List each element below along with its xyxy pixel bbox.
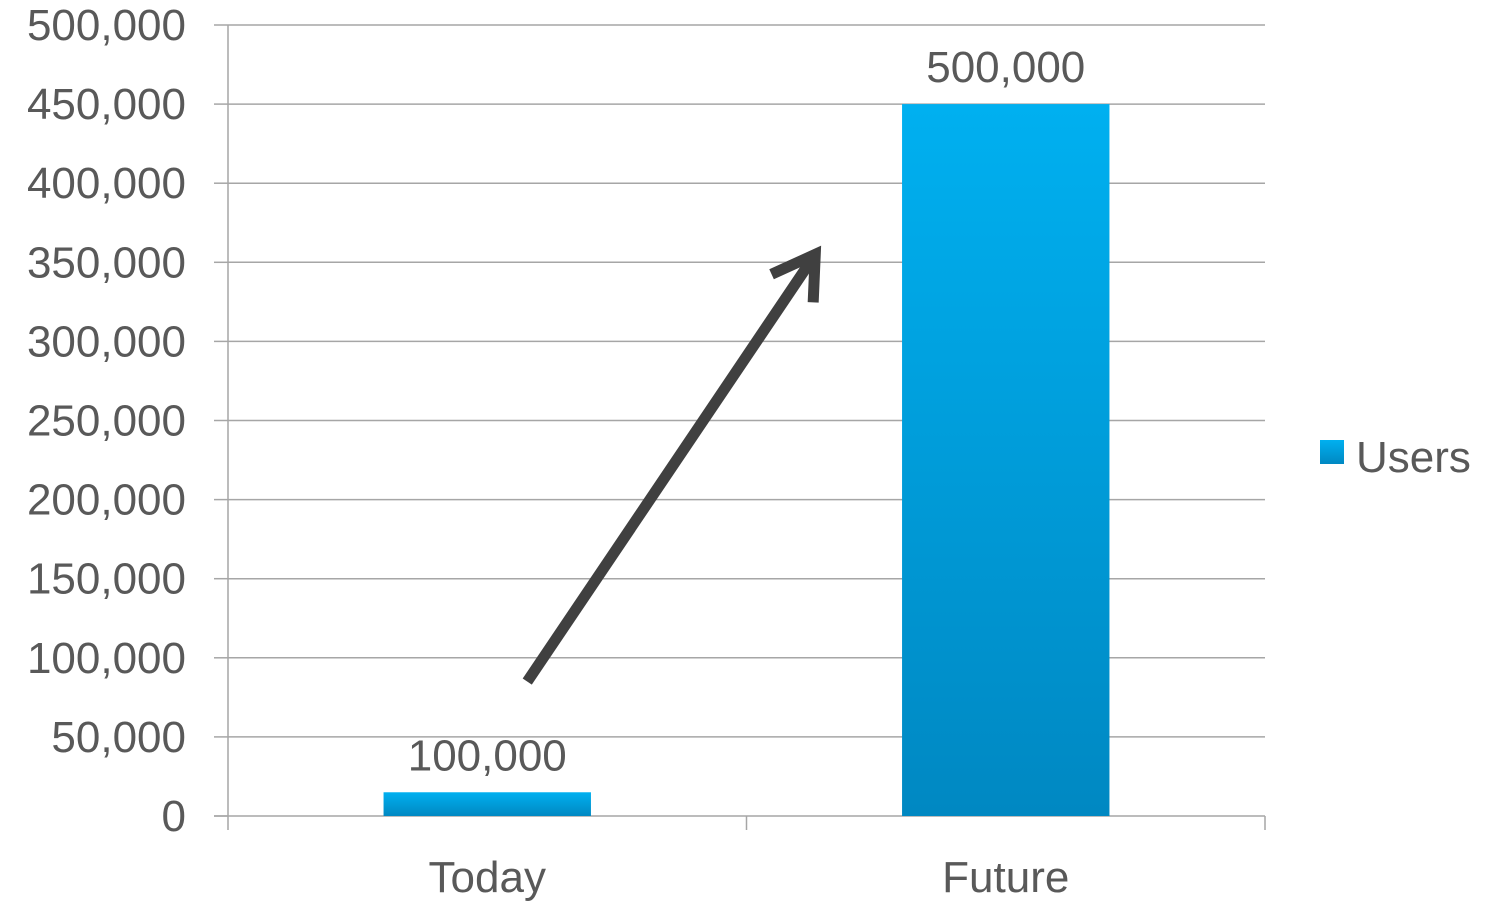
y-tick-label: 100,000 bbox=[27, 634, 186, 683]
y-tick-label: 350,000 bbox=[27, 238, 186, 287]
y-tick-label: 200,000 bbox=[27, 476, 186, 525]
data-label: 500,000 bbox=[926, 43, 1085, 92]
y-tick-label: 0 bbox=[162, 792, 186, 841]
y-tick-label: 450,000 bbox=[27, 80, 186, 129]
growth-arrow-head bbox=[769, 245, 822, 303]
bar-future bbox=[902, 104, 1110, 817]
y-tick-label: 150,000 bbox=[27, 555, 186, 604]
y-tick-label: 300,000 bbox=[27, 317, 186, 366]
data-label: 100,000 bbox=[408, 731, 567, 780]
y-tick-label: 50,000 bbox=[51, 713, 186, 762]
y-tick-label: 400,000 bbox=[27, 159, 186, 208]
legend-label-users: Users bbox=[1356, 433, 1471, 482]
legend-swatch-users bbox=[1320, 440, 1344, 464]
y-tick-label: 250,000 bbox=[27, 397, 186, 446]
x-category-label: Today bbox=[429, 853, 546, 902]
x-category-label: Future bbox=[942, 853, 1069, 902]
growth-arrow-shaft bbox=[522, 259, 815, 685]
y-tick-label: 500,000 bbox=[27, 1, 186, 50]
bar-today bbox=[383, 792, 591, 816]
